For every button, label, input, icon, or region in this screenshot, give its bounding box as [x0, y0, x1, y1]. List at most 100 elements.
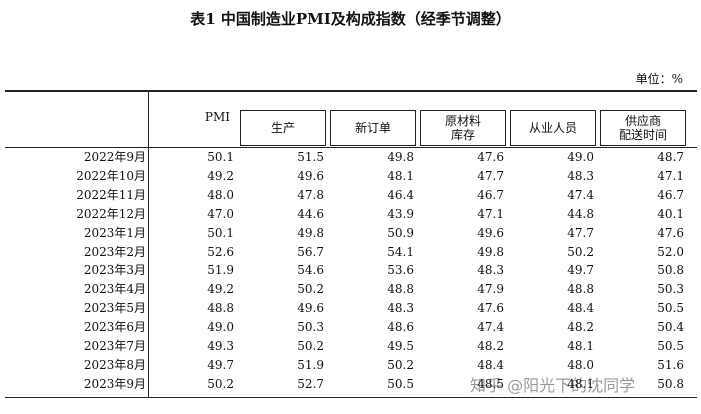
value-cell: 48.8 [207, 301, 234, 316]
value-cell: 50.1 [207, 150, 234, 164]
row-label: 2022年11月 [76, 187, 146, 202]
value-cell: 50.9 [387, 225, 414, 240]
header-text: 库存 [450, 128, 475, 142]
value-cell: 53.6 [387, 263, 414, 278]
title: 表1 中国制造业PMI及构成指数（经季节调整） [190, 10, 511, 28]
watermark: 知乎 @阳光下的沈同学 [470, 376, 636, 395]
header-cell: 新订单 [330, 110, 416, 146]
value-cell: 40.1 [657, 206, 684, 221]
header-rule [5, 147, 697, 148]
value-cell: 48.3 [567, 168, 594, 183]
value-cell: 50.5 [657, 339, 684, 353]
value-cell: 44.8 [567, 206, 594, 221]
value-cell: 54.1 [387, 244, 414, 259]
value-cell: 50.1 [207, 225, 234, 240]
value-cell: 48.3 [387, 301, 414, 316]
value-cell: 50.8 [657, 263, 684, 278]
value-cell: 52.0 [657, 244, 684, 259]
bottom-rule [5, 397, 697, 398]
value-cell: 48.8 [387, 282, 414, 297]
value-cell: 43.9 [387, 206, 414, 221]
value-cell: 50.4 [657, 320, 684, 335]
value-cell: 49.8 [387, 150, 414, 164]
value-cell: 48.4 [567, 301, 594, 316]
row-label: 2023年9月 [83, 376, 146, 391]
header-cell: 供应商 配送时间 [600, 110, 686, 146]
value-cell: 47.6 [477, 150, 504, 164]
value-cell: 50.2 [297, 339, 324, 353]
value-cell: 51.9 [297, 357, 324, 372]
value-cell: 49.5 [387, 339, 414, 353]
row-label: 2023年6月 [83, 320, 146, 335]
header-cell: 从业人员 [510, 110, 596, 146]
value-cell: 47.0 [207, 206, 234, 221]
value-cell: 52.7 [297, 376, 324, 391]
row-label: 2023年4月 [83, 282, 146, 297]
row-label: 2022年10月 [76, 168, 146, 183]
value-cell: 48.4 [477, 357, 504, 372]
value-cell: 50.5 [387, 376, 414, 391]
value-cell: 46.4 [387, 187, 414, 202]
value-cell: 49.8 [297, 225, 324, 240]
value-cell: 47.7 [477, 168, 504, 183]
value-cell: 47.6 [477, 301, 504, 316]
value-cell: 50.2 [567, 244, 594, 259]
value-cell: 49.7 [207, 357, 234, 372]
value-cell: 46.7 [657, 187, 684, 202]
row-label: 2023年3月 [83, 263, 146, 278]
value-cell: 50.2 [387, 357, 414, 372]
value-cell: 49.3 [207, 339, 234, 353]
header-text: 新订单 [354, 121, 391, 135]
value-cell: 49.7 [567, 263, 594, 278]
header-text: 从业人员 [528, 121, 577, 135]
value-cell: 49.6 [297, 301, 324, 316]
row-label: 2023年8月 [83, 357, 146, 372]
value-cell: 46.7 [477, 187, 504, 202]
value-cell: 48.0 [567, 357, 594, 372]
header-text: 配送时间 [618, 128, 667, 142]
value-cell: 47.9 [477, 282, 504, 297]
unit: 单位：% [635, 72, 683, 86]
value-cell: 48.8 [567, 282, 594, 297]
header-cell: 生产 [240, 110, 326, 146]
value-cell: 47.8 [297, 187, 324, 202]
value-cell: 48.0 [207, 187, 234, 202]
value-cell: 49.2 [207, 282, 234, 297]
value-cell: 49.6 [477, 225, 504, 240]
value-cell: 56.7 [297, 244, 324, 259]
value-cell: 47.1 [477, 206, 504, 221]
value-cell: 51.5 [297, 150, 324, 164]
header-text: PMI [204, 110, 230, 124]
value-cell: 52.6 [207, 244, 234, 259]
value-cell: 49.8 [477, 244, 504, 259]
value-cell: 50.2 [297, 282, 324, 297]
row-label: 2023年7月 [83, 339, 146, 353]
header-cell: PMI [148, 110, 230, 124]
value-cell: 48.2 [477, 339, 504, 353]
row-label: 2022年9月 [83, 150, 146, 164]
value-cell: 48.1 [567, 376, 594, 391]
value-cell: 44.6 [297, 206, 324, 221]
header-text: 供应商 [624, 114, 661, 128]
value-cell: 49.2 [207, 168, 234, 183]
value-cell: 48.7 [657, 150, 684, 164]
value-cell: 51.6 [657, 357, 684, 372]
value-cell: 48.1 [387, 168, 414, 183]
value-cell: 50.8 [657, 376, 684, 391]
value-cell: 49.0 [567, 150, 594, 164]
value-cell: 48.6 [387, 320, 414, 335]
value-cell: 47.6 [657, 225, 684, 240]
header-text: 原材料 [444, 114, 481, 128]
value-cell: 48.1 [567, 339, 594, 353]
value-cell: 48.3 [477, 263, 504, 278]
value-cell: 47.4 [477, 320, 504, 335]
header-text: 生产 [270, 121, 295, 135]
value-cell: 48.2 [567, 320, 594, 335]
value-cell: 51.9 [207, 263, 234, 278]
row-label: 2023年5月 [83, 301, 146, 316]
value-cell: 47.4 [567, 187, 594, 202]
value-cell: 49.0 [207, 320, 234, 335]
row-label: 2023年1月 [83, 225, 146, 240]
column-rule [148, 90, 149, 397]
